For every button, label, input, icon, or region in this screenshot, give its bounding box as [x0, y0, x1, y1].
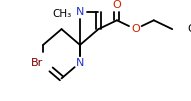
- Text: O: O: [112, 0, 121, 10]
- Text: CH₃: CH₃: [187, 24, 191, 34]
- Text: CH₃: CH₃: [52, 9, 71, 19]
- Text: N: N: [76, 58, 84, 68]
- Text: Br: Br: [31, 58, 43, 68]
- Text: N: N: [76, 7, 84, 17]
- Text: O: O: [131, 24, 140, 34]
